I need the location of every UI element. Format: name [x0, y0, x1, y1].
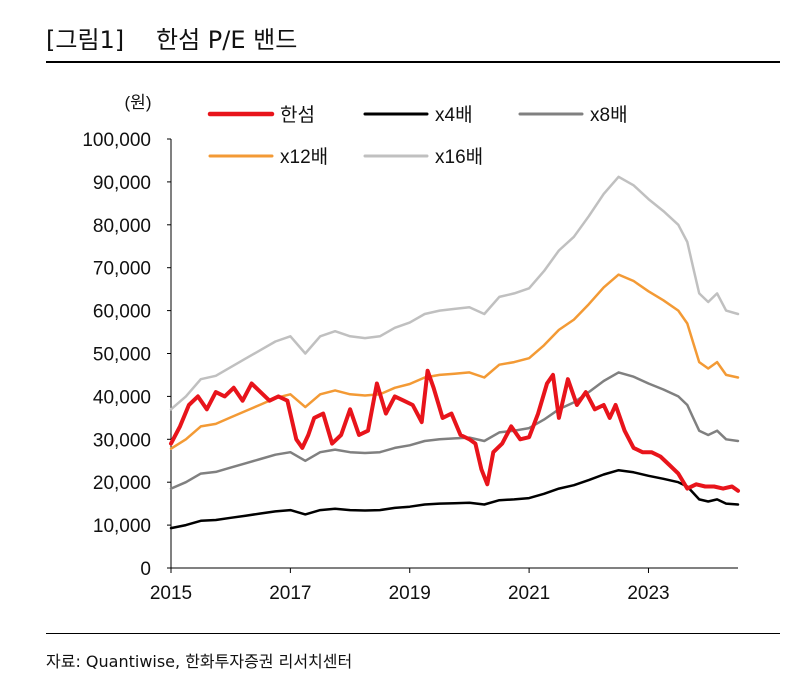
legend-label-x12: x12배 [280, 146, 328, 168]
y-tick-label: 50,000 [93, 345, 151, 366]
y-tick-label: 10,000 [93, 516, 151, 537]
header-rule [46, 61, 780, 63]
legend-label-x16: x16배 [435, 146, 483, 168]
y-tick-label: 0 [140, 559, 151, 580]
legend-label-x4: x4배 [435, 104, 473, 126]
y-tick-label: 100,000 [82, 130, 151, 151]
y-tick-label: 80,000 [93, 216, 151, 237]
series-layer [169, 175, 740, 530]
chart-axes: (원) 0 10,000 20,000 30,000 40,000 50,000 60,000… [82, 93, 738, 604]
y-unit-label: (원) [125, 93, 152, 112]
figure-label: [그림1] [46, 26, 125, 54]
source-note: 자료: Quantiwise, 한화투자증권 리서치센터 [46, 652, 353, 671]
figure-title: 한섬 P/E 밴드 [156, 26, 298, 54]
series-line-x4 [169, 468, 740, 530]
series-line-x16 [169, 175, 740, 411]
x-tick-label: 2015 [150, 583, 192, 604]
y-tick-label: 70,000 [93, 259, 151, 280]
figure-header: [그림1] 한섬 P/E 밴드 [46, 16, 780, 56]
y-tick-label: 30,000 [93, 430, 151, 451]
footer-rule [46, 633, 780, 634]
legend-label-x8: x8배 [590, 104, 628, 126]
y-tick-label: 90,000 [93, 173, 151, 194]
series-line-x8 [169, 371, 740, 490]
y-tick-label: 40,000 [93, 387, 151, 408]
x-tick-label: 2023 [627, 583, 669, 604]
x-tick-label: 2017 [269, 583, 311, 604]
y-tick-label: 60,000 [93, 302, 151, 323]
legend-label-hansum: 한섬 [280, 104, 315, 126]
pe-band-chart: (원) 0 10,000 20,000 30,000 40,000 50,000 60,000… [82, 93, 740, 604]
x-tick-label: 2019 [389, 583, 431, 604]
chart-legend: 한섬 x4배 x8배 x12배 x16배 [207, 104, 628, 168]
x-tick-label: 2021 [508, 583, 550, 604]
y-tick-label: 20,000 [93, 473, 151, 494]
series-line-hansum [169, 368, 740, 493]
